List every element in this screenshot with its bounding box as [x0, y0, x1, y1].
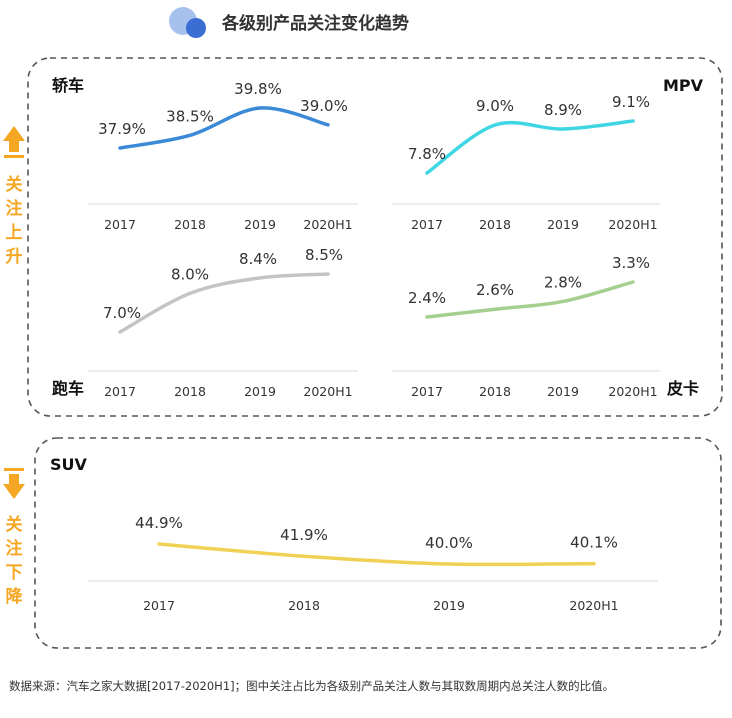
series-line-pickup: [425, 280, 635, 319]
tick-label-mpv-1: 2018: [479, 217, 511, 232]
tick-label-mpv-3: 2020H1: [608, 217, 657, 232]
data-label-sedan-0: 37.9%: [98, 120, 146, 138]
tick-label-sports-2: 2019: [244, 384, 276, 399]
arrow-up-icon: [3, 126, 25, 158]
data-label-pickup-3: 3.3%: [612, 254, 650, 272]
data-label-mpv-3: 9.1%: [612, 93, 650, 111]
tick-label-suv-3: 2020H1: [569, 598, 618, 613]
series-line-mpv: [425, 119, 635, 175]
tick-label-suv-2: 2019: [433, 598, 465, 613]
data-label-sedan-2: 39.8%: [234, 80, 282, 98]
data-label-suv-1: 41.9%: [280, 526, 328, 544]
panel-label-sports: 跑车: [52, 379, 84, 398]
data-label-sedan-3: 39.0%: [300, 97, 348, 115]
panel-label-suv: SUV: [50, 455, 88, 474]
data-label-pickup-0: 2.4%: [408, 289, 446, 307]
plot-sedan: 2017 2018 2019 2020H1 37.9% 38.5% 39.8% 39.0%: [88, 80, 358, 232]
data-label-mpv-1: 9.0%: [476, 97, 514, 115]
arrow-down-icon: [3, 468, 25, 499]
tick-label-mpv-0: 2017: [411, 217, 443, 232]
logo-circle-dark: [186, 18, 206, 38]
tick-label-sedan-0: 2017: [104, 217, 136, 232]
series-line-sedan: [118, 106, 330, 150]
tick-label-sedan-1: 2018: [174, 217, 206, 232]
plot-pickup: 2017 2018 2019 2020H1 2.4% 2.6% 2.8% 3.3%: [392, 254, 660, 399]
tick-label-sports-3: 2020H1: [303, 384, 352, 399]
tick-label-sedan-3: 2020H1: [303, 217, 352, 232]
data-label-sports-2: 8.4%: [239, 250, 277, 268]
data-label-suv-2: 40.0%: [425, 534, 473, 552]
tick-label-sedan-2: 2019: [244, 217, 276, 232]
panel-label-mpv: MPV: [663, 76, 704, 95]
data-label-pickup-1: 2.6%: [476, 281, 514, 299]
panel-label-pickup: 皮卡: [666, 379, 699, 398]
series-line-suv: [157, 542, 596, 567]
tick-label-pickup-0: 2017: [411, 384, 443, 399]
data-label-sedan-1: 38.5%: [166, 107, 214, 125]
tick-label-suv-1: 2018: [288, 598, 320, 613]
group-label-up: 关注上升: [6, 174, 23, 267]
data-label-pickup-2: 2.8%: [544, 273, 582, 291]
plot-mpv: 2017 2018 2019 2020H1 7.8% 9.0% 8.9% 9.1%: [392, 93, 660, 232]
data-label-sports-1: 8.0%: [171, 265, 209, 283]
data-label-mpv-0: 7.8%: [408, 145, 446, 163]
footnote: 数据来源：汽车之家大数据[2017-2020H1]；图中关注占比为各级别产品关注…: [9, 679, 615, 693]
tick-label-sports-1: 2018: [174, 384, 206, 399]
data-label-sports-3: 8.5%: [305, 246, 343, 264]
plot-suv: 2017 2018 2019 2020H1 44.9% 41.9% 40.0% 40.1%: [88, 514, 658, 613]
tick-label-sports-0: 2017: [104, 384, 136, 399]
tick-label-mpv-2: 2019: [547, 217, 579, 232]
data-label-sports-0: 7.0%: [103, 304, 141, 322]
group-box-up: [27, 57, 723, 417]
tick-label-suv-0: 2017: [143, 598, 175, 613]
plot-sports: 2017 2018 2019 2020H1 7.0% 8.0% 8.4% 8.5%: [88, 246, 358, 399]
data-label-suv-0: 44.9%: [135, 514, 183, 532]
tick-label-pickup-3: 2020H1: [608, 384, 657, 399]
tick-label-pickup-1: 2018: [479, 384, 511, 399]
data-label-mpv-2: 8.9%: [544, 101, 582, 119]
chart-title: 各级别产品关注变化趋势: [221, 13, 409, 34]
group-label-down: 关注下降: [6, 514, 24, 607]
group-box-down: [34, 437, 722, 649]
series-line-sports: [118, 272, 330, 334]
data-label-suv-3: 40.1%: [570, 534, 618, 552]
tick-label-pickup-2: 2019: [547, 384, 579, 399]
panel-label-sedan: 轿车: [52, 76, 84, 95]
